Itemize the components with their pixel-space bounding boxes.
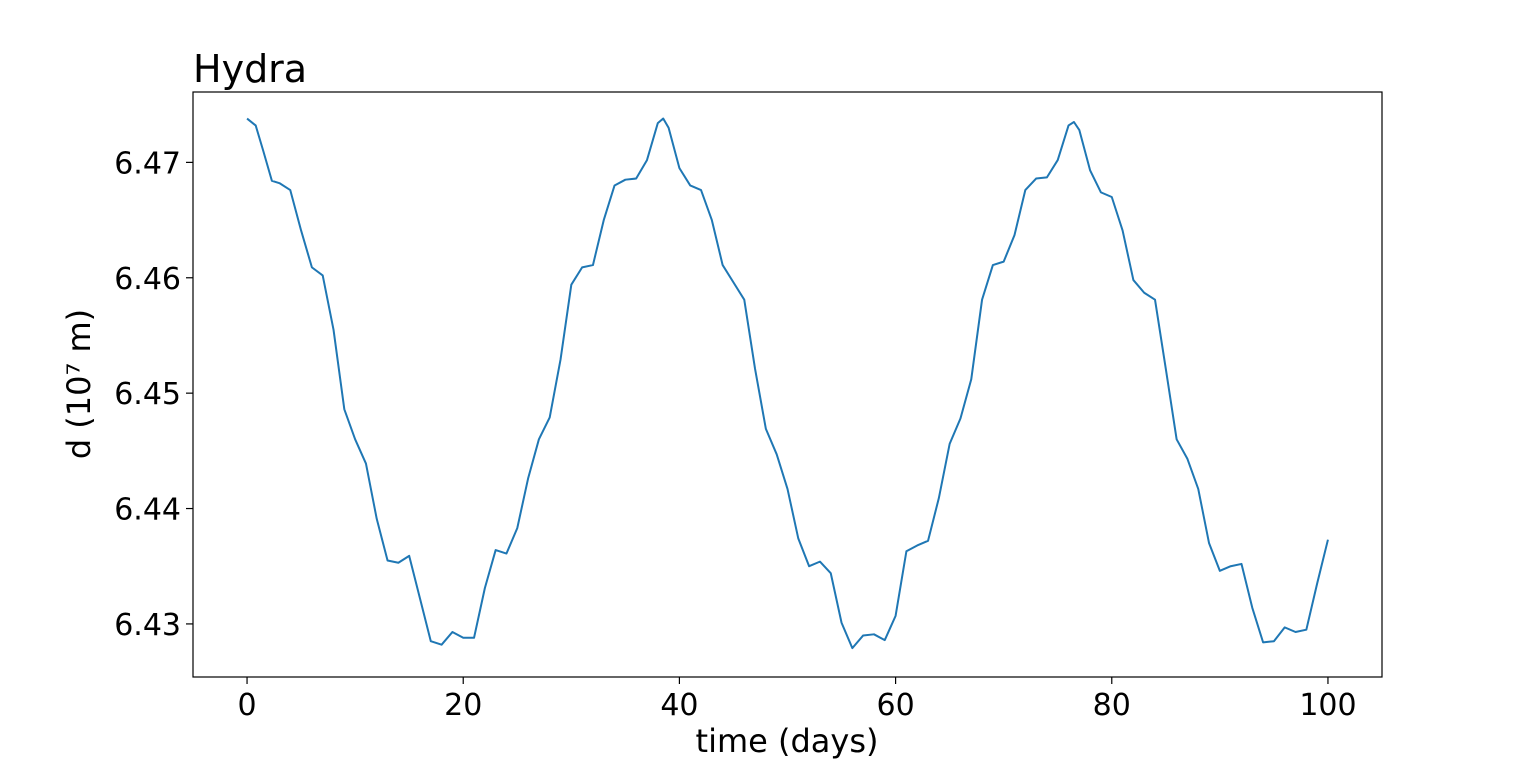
x-tick-label: 20 <box>444 688 482 723</box>
y-tick-label: 6.43 <box>114 608 181 643</box>
y-tick-label: 6.47 <box>114 146 181 181</box>
x-axis-label: time (days) <box>696 722 879 760</box>
x-tick-label: 60 <box>876 688 914 723</box>
y-axis-label: d (10⁷ m) <box>60 309 98 459</box>
y-tick-label: 6.45 <box>114 377 181 412</box>
y-tick-label: 6.44 <box>114 493 181 528</box>
x-tick-label: 40 <box>660 688 698 723</box>
x-tick-label: 80 <box>1093 688 1131 723</box>
x-tick-label: 100 <box>1299 688 1356 723</box>
chart-title: Hydra <box>193 47 307 91</box>
y-tick-label: 6.46 <box>114 262 181 297</box>
plot-frame <box>192 91 1383 678</box>
x-tick-label: 0 <box>237 688 256 723</box>
data-line <box>246 117 1329 650</box>
